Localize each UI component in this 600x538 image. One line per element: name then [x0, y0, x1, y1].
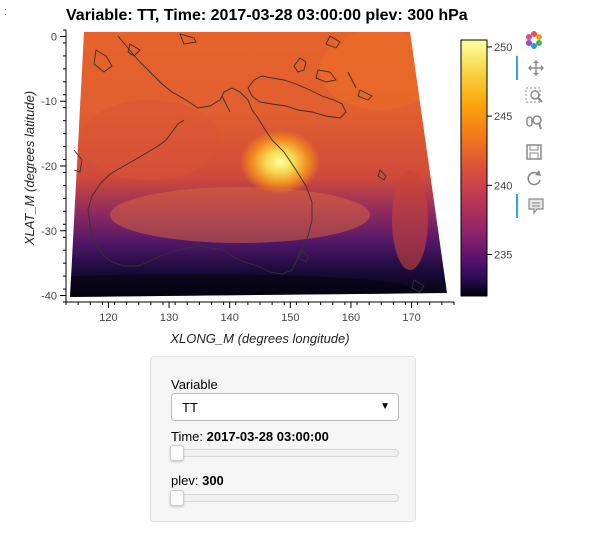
coastlines: [73, 33, 425, 293]
x-tick-label: 150: [281, 312, 299, 324]
save-tool-button[interactable]: [516, 140, 552, 164]
hover-icon: [528, 198, 544, 215]
y-ticks: 0 -10 -20 -30 -40: [41, 29, 66, 303]
reset-tool-button[interactable]: [516, 166, 552, 190]
pan-tool-button[interactable]: [516, 56, 554, 80]
plot-toolbar: [516, 28, 552, 228]
wheel-zoom-tool-button[interactable]: [516, 110, 552, 134]
y-tick-label: 0: [51, 31, 57, 43]
axes: 120 130 140 150 160 170 0 -10 -20 -30 -40: [41, 29, 455, 324]
y-tick-label: -30: [41, 226, 57, 238]
variable-select[interactable]: TT ▼: [171, 393, 399, 421]
heatmap-field: [70, 32, 447, 297]
plot-title: Variable: TT, Time: 2017-03-28 03:00:00 …: [66, 7, 468, 24]
time-slider[interactable]: [170, 445, 399, 461]
dropdown-arrow-icon: ▼: [380, 401, 390, 412]
warm-core: [240, 130, 320, 194]
y-axis-label: XLAT_M (degrees latitude): [22, 91, 37, 246]
time-slider-handle[interactable]: [170, 445, 184, 461]
x-tick-label: 160: [342, 312, 360, 324]
colorbar: 250 245 240 235: [460, 39, 512, 297]
colorbar-tick-label: 240: [494, 180, 512, 192]
plev-slider[interactable]: [170, 490, 399, 506]
colorbar-ticks: 250 245 240 235: [487, 42, 512, 261]
box-zoom-tool-button[interactable]: [516, 84, 552, 108]
time-label: Time: 2017-03-28 03:00:00: [171, 429, 329, 444]
plev-value: 300: [202, 473, 224, 488]
hover-tool-button[interactable]: [516, 194, 554, 218]
x-tick-label: 140: [221, 312, 239, 324]
plev-slider-handle[interactable]: [170, 490, 184, 506]
plev-label-text: plev:: [171, 473, 199, 488]
x-tick-label: 130: [160, 312, 178, 324]
wheel-zoom-icon: [526, 115, 542, 130]
colorbar-tick-label: 245: [494, 111, 512, 123]
pan-icon: [528, 60, 544, 76]
widget-panel: Variable TT ▼ Time: 2017-03-28 03:00:00 …: [150, 356, 416, 522]
bokeh-logo-icon: [526, 31, 542, 49]
colorbar-tick-label: 250: [494, 42, 512, 54]
reset-icon: [527, 170, 541, 186]
menu-dots: :: [4, 6, 7, 18]
y-tick-label: -10: [41, 96, 57, 108]
colorbar-ramp: [460, 39, 488, 297]
save-icon: [526, 144, 542, 160]
bokeh-logo-button[interactable]: [516, 28, 552, 52]
time-label-text: Time:: [171, 429, 204, 444]
colorbar-tick-label: 235: [494, 249, 512, 261]
y-tick-label: -40: [41, 291, 57, 303]
box-zoom-icon: [525, 87, 543, 103]
variable-select-value: TT: [182, 400, 198, 415]
x-tick-label: 170: [402, 312, 420, 324]
x-axis-label: XLONG_M (degrees longitude): [169, 331, 349, 346]
x-tick-label: 120: [99, 312, 117, 324]
variable-label: Variable: [171, 377, 218, 392]
x-ticks: 120 130 140 150 160 170: [65, 302, 455, 324]
plev-label: plev: 300: [171, 473, 224, 488]
time-value: 2017-03-28 03:00:00: [206, 429, 329, 444]
y-tick-label: -20: [41, 161, 57, 173]
